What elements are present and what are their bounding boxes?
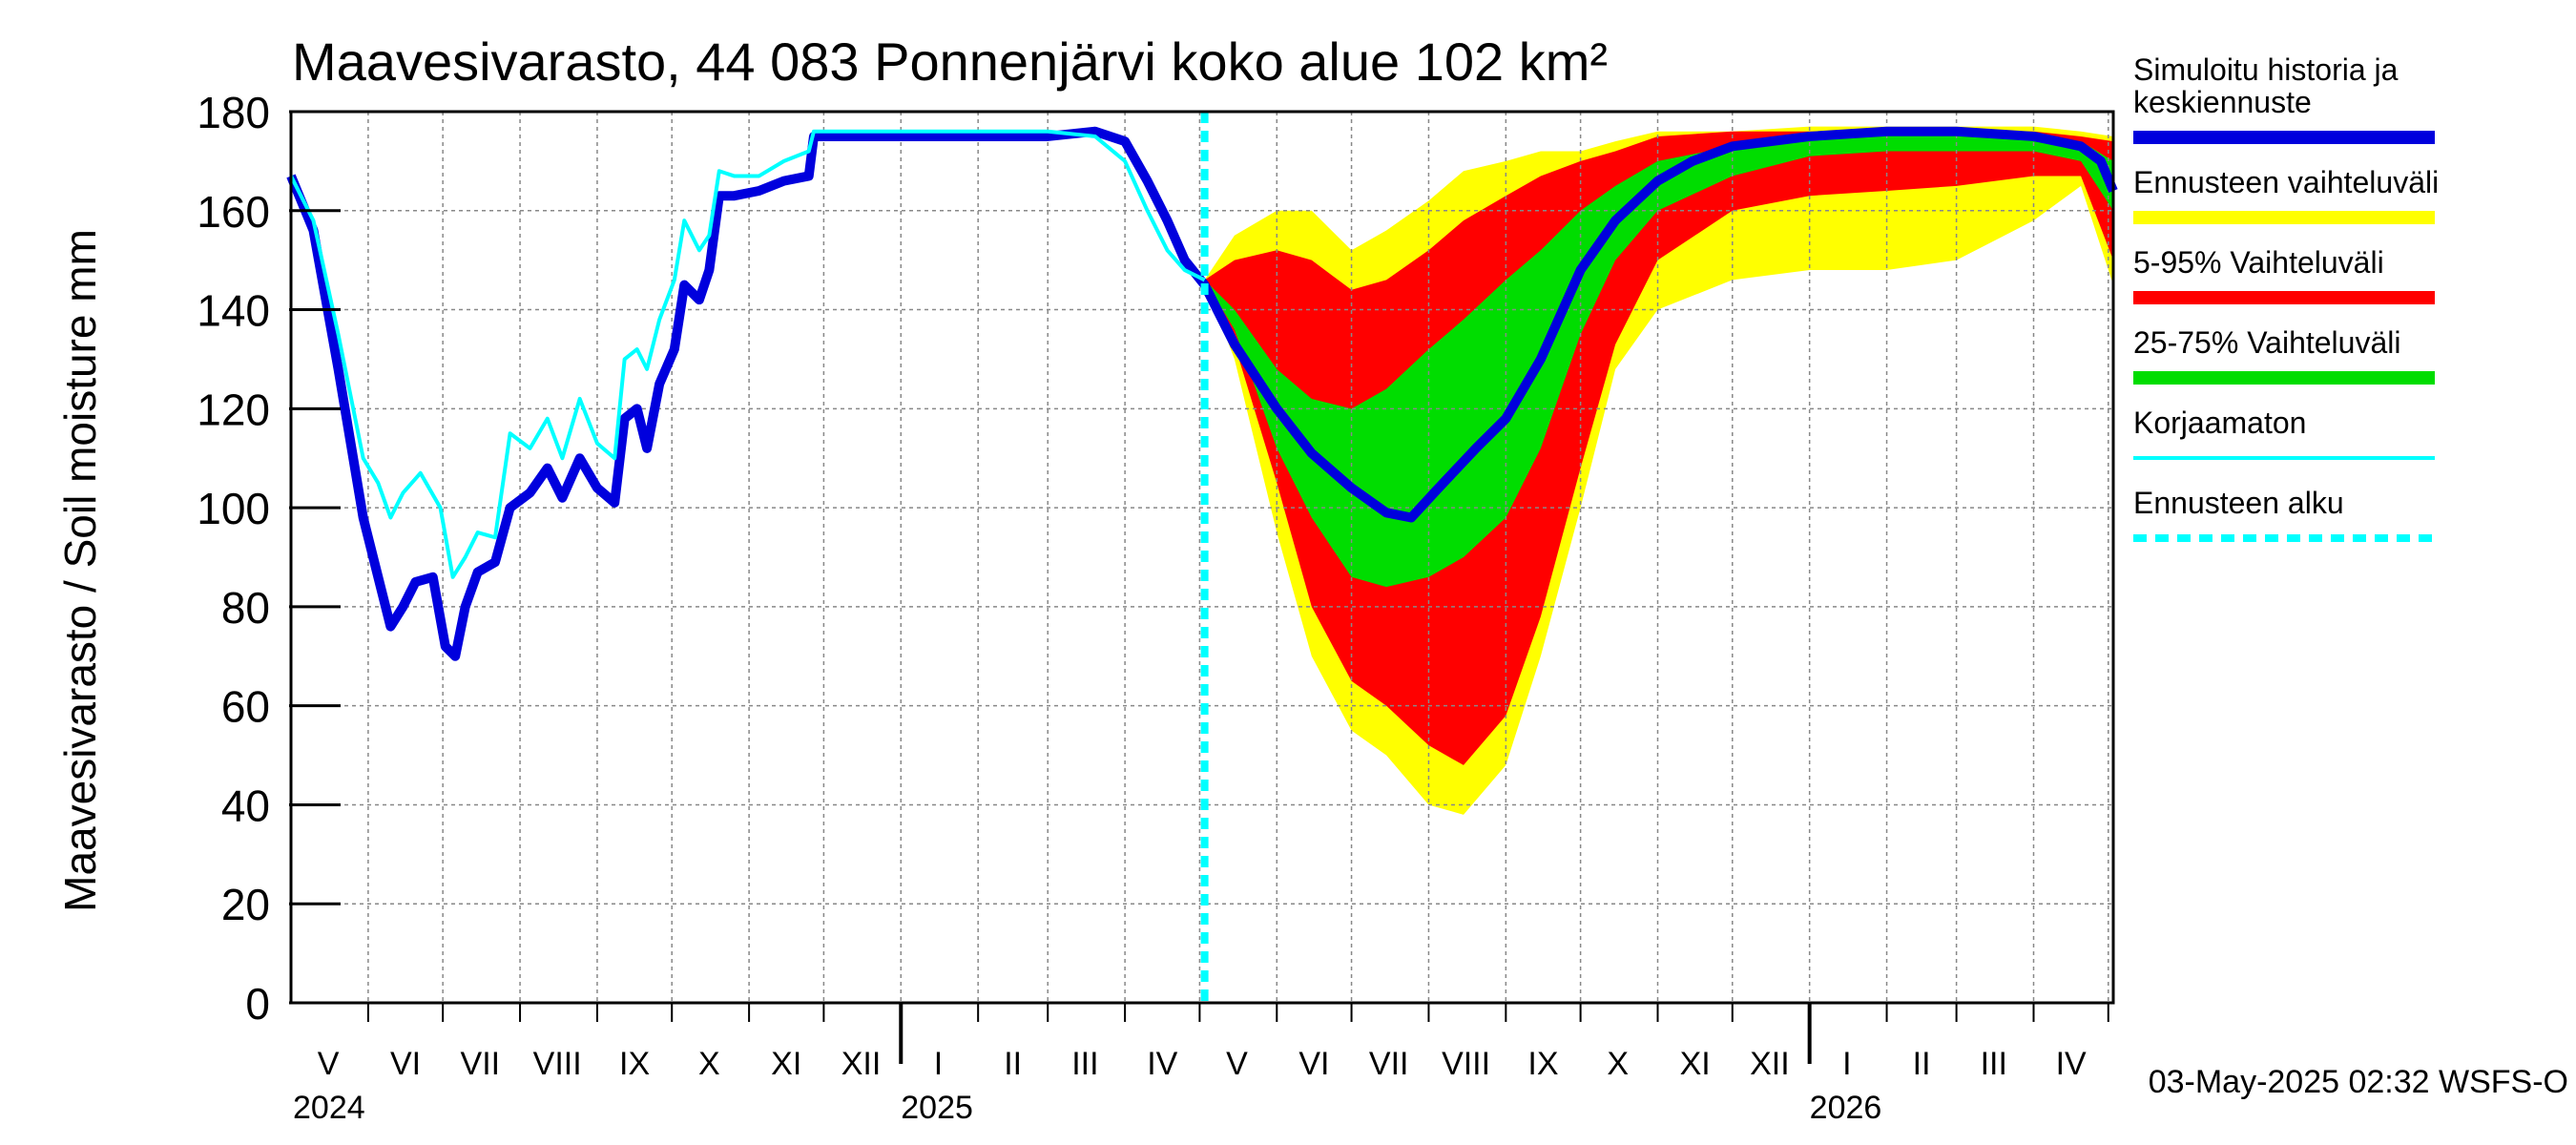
x-month-label: VII <box>461 1046 501 1082</box>
y-tick-label: 20 <box>221 880 270 929</box>
x-month-label: IX <box>619 1046 650 1082</box>
y-tick-label: 180 <box>197 88 270 137</box>
legend-label: Ennusteen alku <box>2133 486 2344 520</box>
y-tick-label: 160 <box>197 187 270 237</box>
legend-label: Korjaamaton <box>2133 406 2306 440</box>
plot-frame <box>289 110 2115 1005</box>
y-tick-label: 100 <box>197 484 270 533</box>
band-25-75-vaihteluv-li <box>1204 131 2113 588</box>
chart-title: Maavesivarasto, 44 083 Ponnenjärvi koko … <box>292 31 1608 92</box>
legend-label: keskiennuste <box>2133 85 2312 119</box>
y-tick-label: 140 <box>197 286 270 336</box>
x-month-label: III <box>1981 1046 2007 1082</box>
x-month-label: IV <box>2056 1046 2087 1082</box>
x-month-label: II <box>1913 1046 1931 1082</box>
x-month-label: XII <box>841 1046 882 1082</box>
series-simuloitu-historia-ja-keskiennuste <box>286 126 2118 661</box>
y-axis-label: Maavesivarasto / Soil moisture mm <box>55 229 105 912</box>
x-month-label: XII <box>1750 1046 1790 1082</box>
series-korjaamaton <box>289 129 1206 579</box>
legend-label: Ennusteen vaihteluväli <box>2133 165 2439 199</box>
x-month-label: XI <box>1680 1046 1711 1082</box>
legend-label: Simuloitu historia ja <box>2133 52 2399 87</box>
x-month-label: V <box>1226 1046 1248 1082</box>
y-axis: 0 20 40 60 80 100 120 140 160 180 <box>197 88 341 1029</box>
x-year-label: 2026 <box>1810 1090 1882 1126</box>
x-month-label: VIII <box>1442 1046 1490 1082</box>
x-month-label: II <box>1004 1046 1022 1082</box>
x-year-label: 2025 <box>901 1090 973 1126</box>
x-month-label: XI <box>771 1046 801 1082</box>
y-tick-label: 60 <box>221 682 270 732</box>
y-tick-label: 40 <box>221 781 270 830</box>
series-lines <box>286 126 2118 661</box>
x-month-label: III <box>1071 1046 1098 1082</box>
legend-label: 25-75% Vaihteluväli <box>2133 325 2400 360</box>
x-month-label: VI <box>1298 1046 1329 1082</box>
x-month-label: I <box>1842 1046 1851 1082</box>
legend-label: 5-95% Vaihteluväli <box>2133 245 2384 280</box>
plot-area <box>286 110 2118 1005</box>
timestamp: 03-May-2025 02:32 WSFS-O <box>2149 1064 2568 1100</box>
y-tick-label: 0 <box>245 979 270 1029</box>
x-month-label: X <box>1607 1046 1629 1082</box>
x-month-label: I <box>934 1046 943 1082</box>
x-month-label: IX <box>1527 1046 1558 1082</box>
x-year-label: 2024 <box>293 1090 365 1126</box>
x-month-label: IV <box>1147 1046 1177 1082</box>
x-month-label: V <box>318 1046 340 1082</box>
x-month-label: X <box>698 1046 720 1082</box>
y-tick-label: 120 <box>197 385 270 434</box>
x-month-label: VII <box>1369 1046 1409 1082</box>
x-month-label: VIII <box>533 1046 582 1082</box>
x-month-label: VI <box>390 1046 421 1082</box>
y-tick-label: 80 <box>221 583 270 633</box>
